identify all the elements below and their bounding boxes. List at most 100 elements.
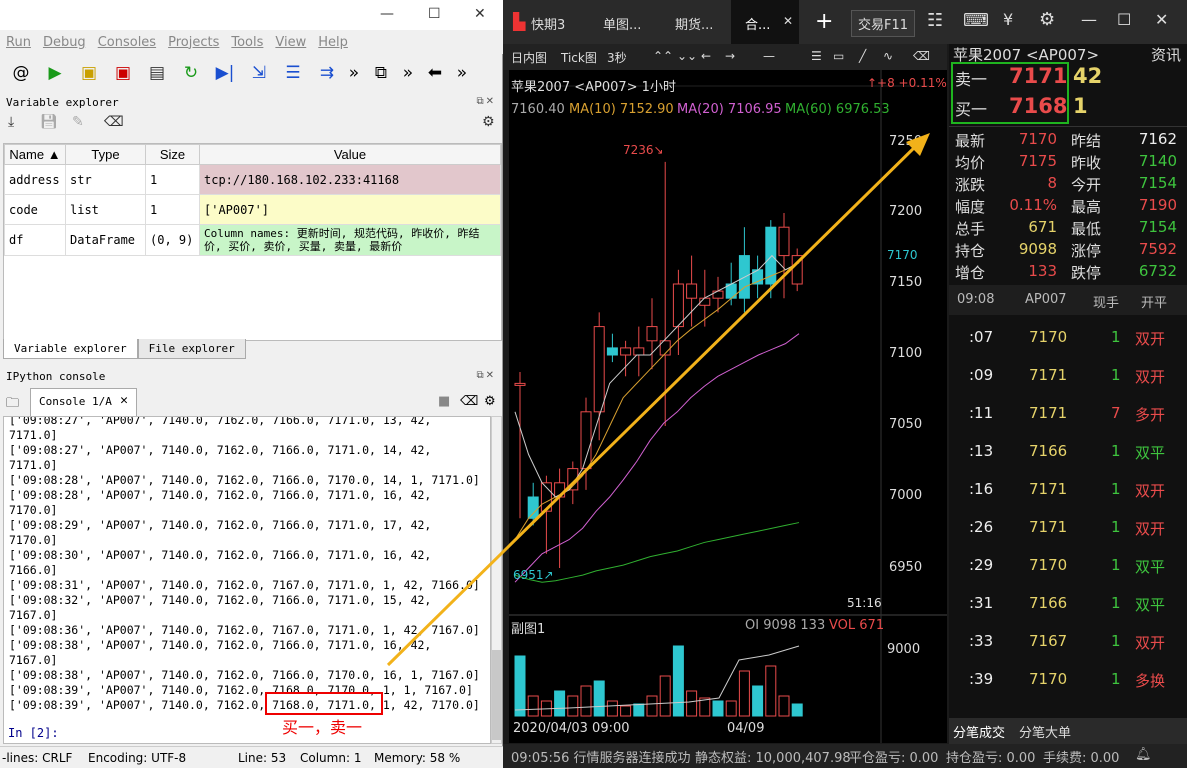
info-button[interactable]: 资讯	[1150, 46, 1181, 64]
line-tool-icon[interactable]: —	[763, 49, 775, 63]
folder-icon[interactable]: 🗀︎	[6, 396, 20, 411]
tick-row[interactable]: :13 7166 1 双平	[949, 432, 1187, 470]
tab-single-chart[interactable]: 单图...	[603, 18, 642, 33]
interval-select[interactable]: 3秒	[607, 51, 627, 65]
step-return-icon[interactable]: ☰	[285, 63, 301, 83]
draw-line-icon[interactable]: ╱	[859, 49, 867, 63]
at-icon[interactable]: @	[12, 63, 30, 83]
keyboard-icon[interactable]: ⌨	[963, 10, 989, 31]
erase-icon[interactable]: ⌫	[104, 114, 124, 130]
step-icon[interactable]: ▶|	[215, 63, 235, 83]
tick-row[interactable]: :31 7166 1 双平	[949, 584, 1187, 622]
tick-row[interactable]: :26 7171 1 双开	[949, 508, 1187, 546]
continue-icon[interactable]: ⇉	[319, 63, 335, 83]
maximize-button[interactable]: ☐	[428, 6, 441, 22]
tab-variable-explorer[interactable]: Variable explorer	[3, 339, 138, 359]
save-data-icon[interactable]: 💾︎	[40, 114, 58, 130]
column-header[interactable]: Size	[145, 144, 200, 165]
column-header[interactable]: Value	[199, 144, 501, 165]
step-into-icon[interactable]: ⇲	[251, 63, 267, 83]
menu-icon[interactable]: ☰	[811, 49, 822, 63]
tab-futures[interactable]: 期货...	[675, 18, 714, 33]
close-icon[interactable]: ✕	[120, 393, 128, 408]
more-icon[interactable]: »	[456, 63, 468, 83]
tick-row[interactable]: :11 7171 7 多开	[949, 394, 1187, 432]
maximize-pane-icon[interactable]: ⧉	[374, 63, 388, 83]
sliders-icon[interactable]: ☷	[927, 10, 944, 31]
more-icon[interactable]: »	[402, 63, 414, 83]
add-tab-icon[interactable]: +	[815, 9, 834, 34]
close-icon[interactable]: ✕	[1155, 10, 1169, 29]
tick-chart-button[interactable]: Tick图	[561, 51, 597, 65]
import-data-icon[interactable]: ⤓	[8, 114, 15, 130]
var-value[interactable]: Column names: 更新时间, 规范代码, 昨收价, 昨结价, 买价, …	[199, 224, 501, 256]
run-cell-advance-icon[interactable]: ▣	[114, 63, 132, 83]
menu-consoles[interactable]: Consoles	[97, 34, 157, 50]
run-icon[interactable]: ▶	[48, 63, 62, 83]
eraser-icon[interactable]: ⌫	[913, 49, 930, 63]
menu-run[interactable]: Run	[6, 34, 31, 50]
table-row[interactable]: df DataFrame (0, 9) Column names: 更新时间, …	[4, 224, 501, 256]
candlestick-chart[interactable]: 苹果2007 <AP007> 1小时 ↑+8 +0.11% 7160.40 MA…	[509, 70, 947, 743]
gear-icon[interactable]: ⚙	[484, 394, 496, 409]
maximize-icon[interactable]: ☐	[1117, 10, 1132, 29]
minimize-icon[interactable]: —	[1081, 10, 1097, 29]
tick-row[interactable]: :29 7170 1 双平	[949, 546, 1187, 584]
symbol-name: 苹果2007 <AP007>	[953, 46, 1100, 64]
console-output[interactable]: ['09:08:27', 'AP007', 7140.0, 7162.0, 71…	[3, 416, 491, 744]
console-line: ['09:08:39', 'AP007', 7140.0, 7162.0, 71…	[9, 698, 480, 712]
console-line: 7171.0]	[9, 428, 58, 442]
menu-tools[interactable]: Tools	[231, 34, 264, 50]
gear-icon[interactable]: ⚙	[482, 114, 495, 130]
intraday-button[interactable]: 日内图	[511, 51, 548, 65]
bid-label: 买一	[955, 100, 988, 119]
back-arrow-icon[interactable]: ⬅	[427, 63, 443, 83]
tab-big-ticks[interactable]: 分笔大单	[1019, 726, 1072, 741]
close-icon[interactable]: ✕	[783, 14, 794, 28]
menu-projects[interactable]: Projects	[168, 34, 220, 50]
trade-button[interactable]: 交易F11	[851, 10, 916, 37]
column-header[interactable]: Name ▲	[4, 144, 66, 165]
pane-controls-icon[interactable]: ⧉✕	[476, 96, 496, 107]
table-row[interactable]: code list 1 ['AP007']	[4, 194, 501, 225]
x-label-end: 04/09	[727, 721, 765, 736]
tab-active[interactable]: 合... ✕	[731, 0, 799, 44]
rect-tool-icon[interactable]: ▭	[833, 49, 845, 63]
stop-icon[interactable]: ■	[438, 394, 451, 409]
scroll-down-icon[interactable]: ⌄⌄	[677, 49, 698, 63]
menu-debug[interactable]: Debug	[42, 34, 86, 50]
debug-icon[interactable]: ↻	[183, 63, 199, 83]
menu-view[interactable]: View	[275, 34, 307, 50]
var-value[interactable]: ['AP007']	[199, 194, 501, 225]
erase-icon[interactable]: ⌫	[460, 394, 479, 409]
pane-controls-icon[interactable]: ⧉✕	[476, 370, 496, 381]
save-as-icon[interactable]: ✎	[72, 114, 84, 130]
tick-row[interactable]: :16 7171 1 双开	[949, 470, 1187, 508]
console-prompt[interactable]: In [2]:	[8, 726, 59, 740]
bell-icon[interactable]: 🔔︎	[1135, 747, 1152, 762]
scroll-up-icon[interactable]: ⌃⌃	[653, 49, 674, 63]
yen-icon[interactable]: ¥	[1003, 10, 1014, 29]
right-arrow-icon[interactable]: →	[725, 49, 736, 63]
wave-tool-icon[interactable]: ∿	[883, 49, 894, 63]
tab-file-explorer[interactable]: File explorer	[137, 339, 246, 359]
table-row[interactable]: address str 1 tcp://180.168.102.233:4116…	[4, 164, 501, 195]
run-cell-icon[interactable]: ▣	[80, 63, 98, 83]
tab-app[interactable]: 快期3	[531, 18, 566, 33]
tick-row[interactable]: :33 7167 1 双开	[949, 622, 1187, 660]
tick-row[interactable]: :07 7170 1 双开	[949, 318, 1187, 356]
scrollbar-thumb[interactable]	[492, 650, 501, 740]
tab-ticks[interactable]: 分笔成交	[953, 726, 1006, 741]
tick-row[interactable]: :39 7170 1 多换	[949, 660, 1187, 698]
gear-icon[interactable]: ⚙	[1039, 9, 1056, 30]
minimize-button[interactable]: —	[380, 6, 394, 22]
menu-help[interactable]: Help	[318, 34, 348, 50]
console-tab[interactable]: Console 1/A ✕	[30, 388, 137, 416]
run-selection-icon[interactable]: ▤	[148, 63, 166, 83]
column-header[interactable]: Type	[65, 144, 146, 165]
var-value[interactable]: tcp://180.168.102.233:41168	[199, 164, 501, 195]
tick-row[interactable]: :09 7171 1 双开	[949, 356, 1187, 394]
more-icon[interactable]: »	[348, 63, 360, 83]
close-button[interactable]: ✕	[474, 6, 486, 22]
left-arrow-icon[interactable]: ←	[701, 49, 712, 63]
